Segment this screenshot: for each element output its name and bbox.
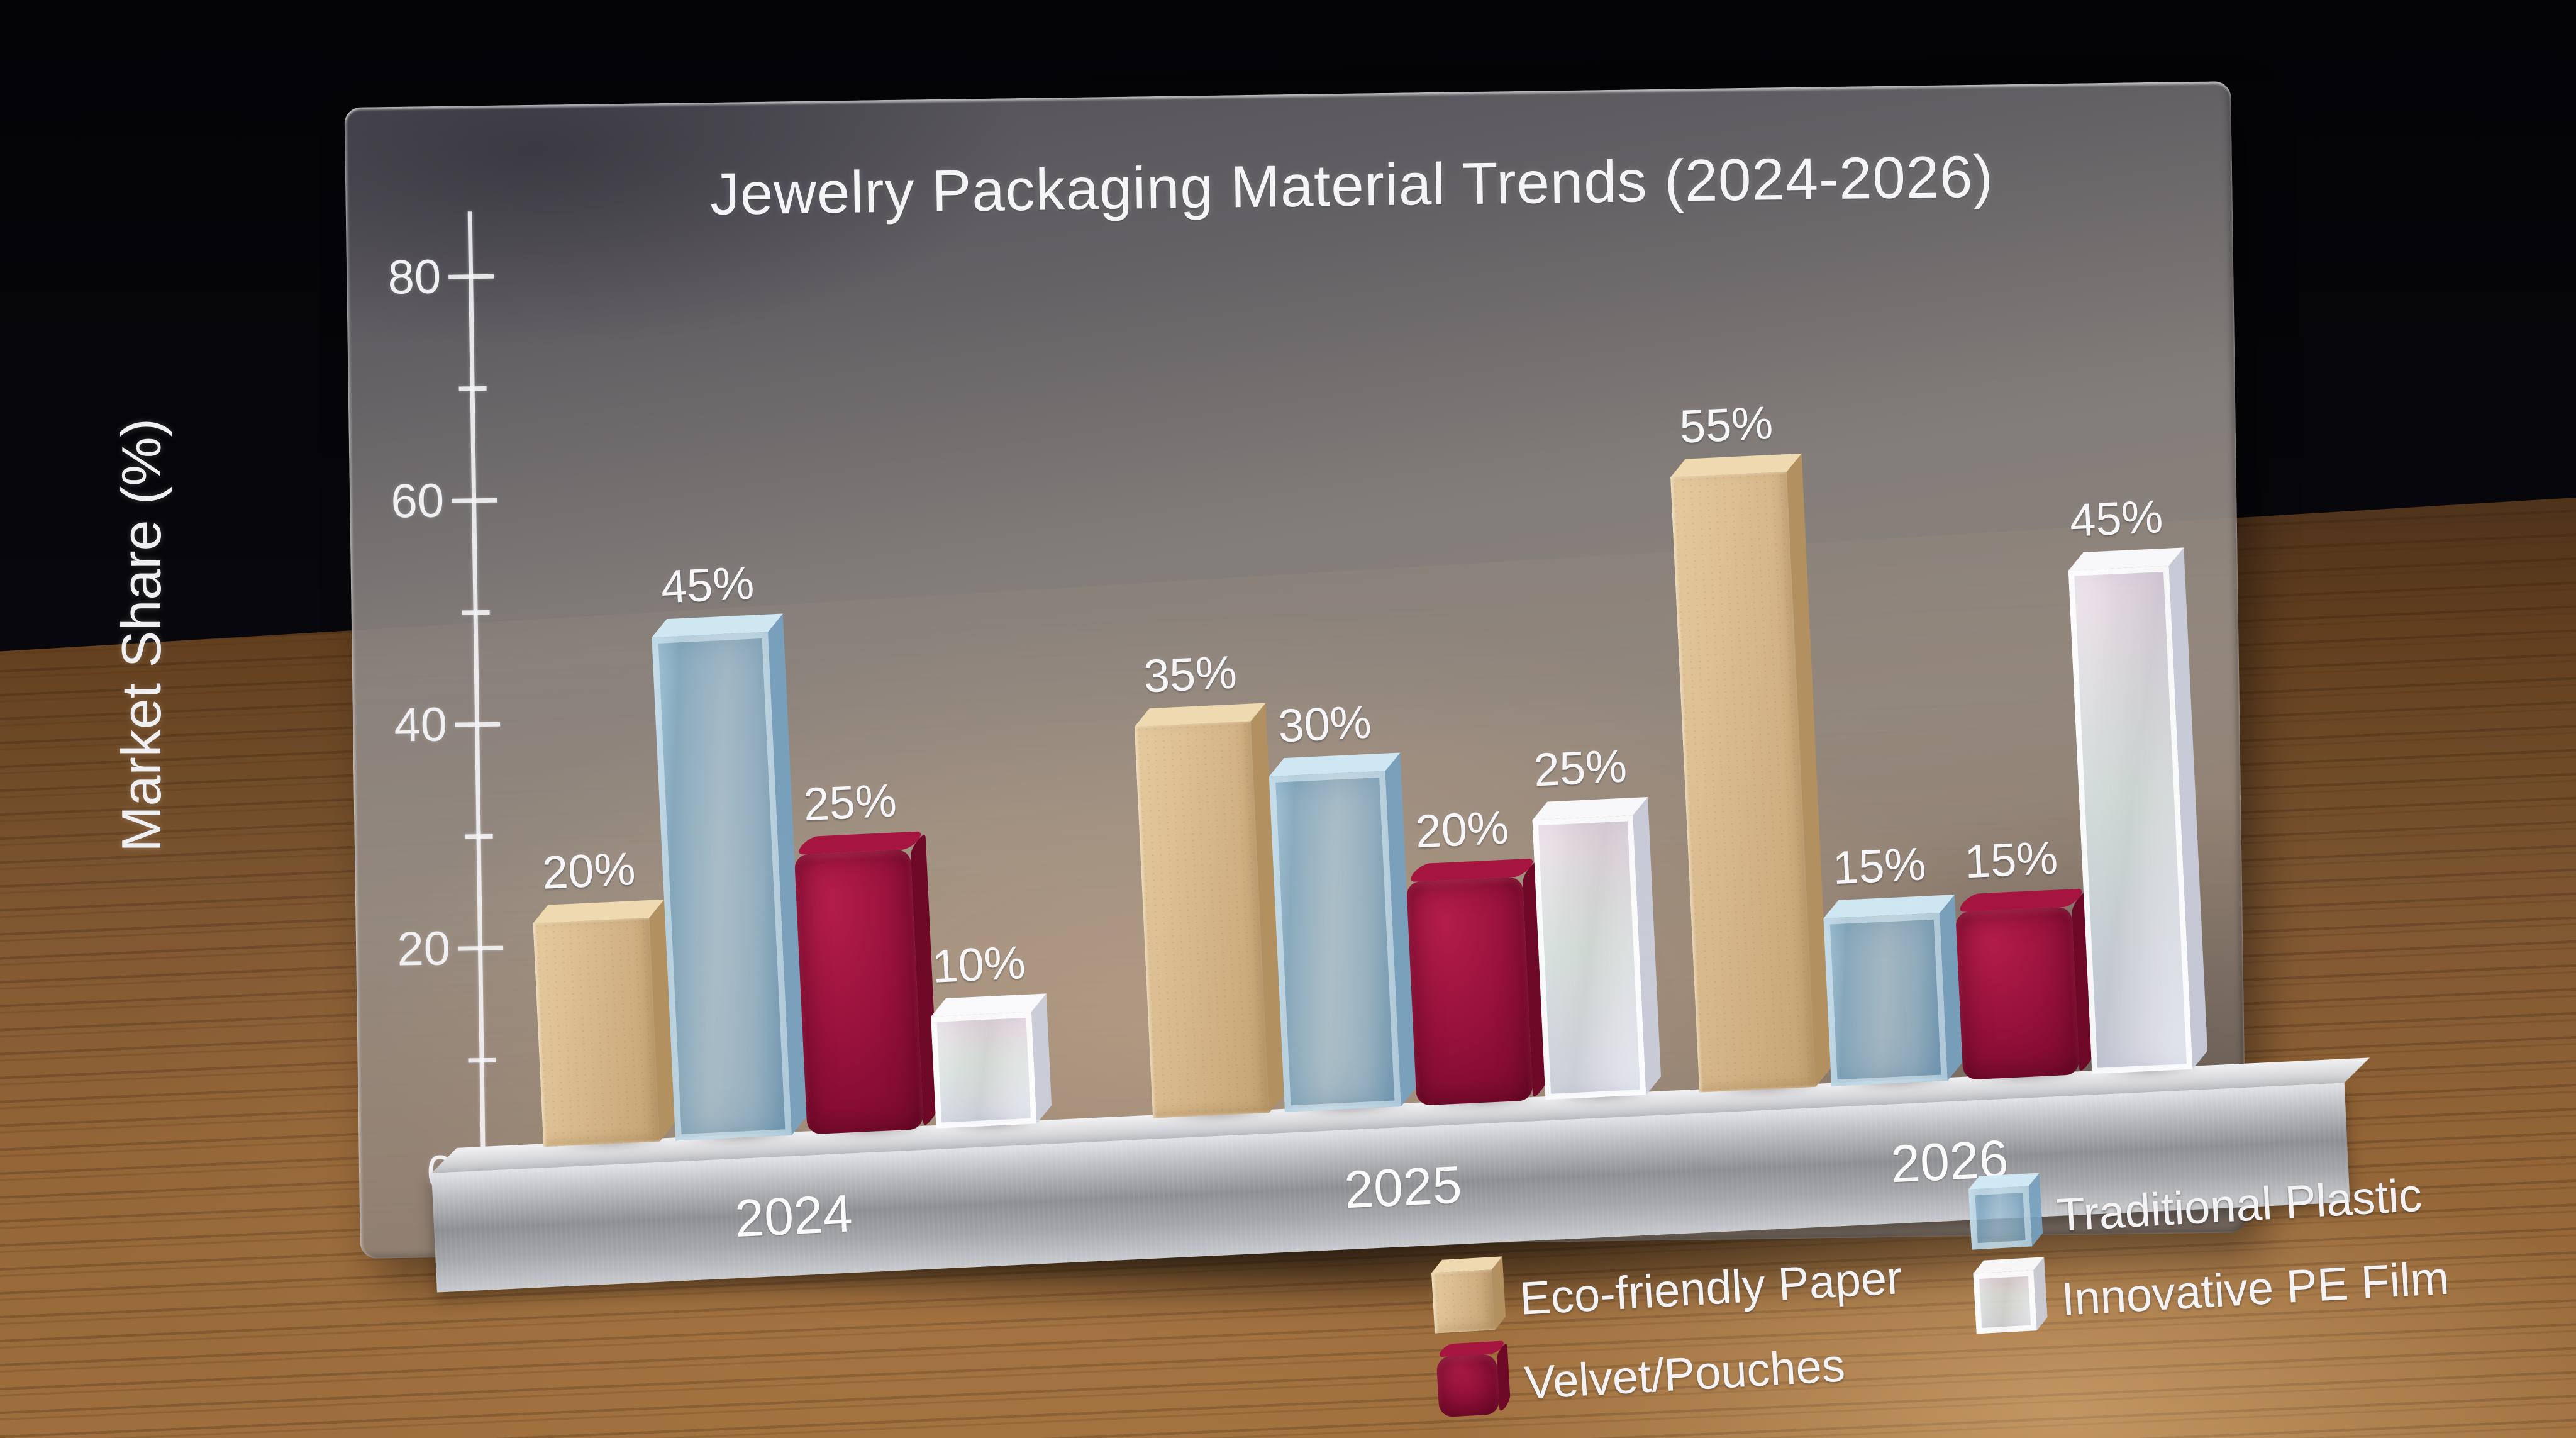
legend-swatch-traditional-plastic	[1968, 1173, 2043, 1250]
bar-value-label: 20%	[1414, 801, 1510, 858]
legend-swatch-velvet-pouches	[1436, 1340, 1511, 1418]
bar-2026-eco-friendly-paper: 55%	[1670, 396, 1845, 1101]
bar-value-label: 45%	[660, 556, 755, 613]
legend-swatch-eco-friendly-paper	[1431, 1256, 1506, 1334]
legend-item-velvet-pouches: Velvet/Pouches	[1436, 1331, 1909, 1418]
bar-front-face	[652, 632, 792, 1141]
bar-value-label: 55%	[1678, 396, 1774, 453]
bar-front-face	[1532, 815, 1646, 1100]
legend-label: Eco-friendly Paper	[1518, 1251, 1904, 1325]
bar-front-face	[533, 917, 660, 1147]
bar-value-label: 25%	[802, 774, 898, 831]
legend-column-2: Traditional Plastic Innovative PE Film	[1968, 1163, 2451, 1334]
bar-2026-velvet-pouches: 15%	[1951, 831, 2109, 1088]
bar-front-face	[1406, 876, 1533, 1106]
legend-swatch-front	[1431, 1269, 1496, 1334]
bar-2025-innovative-pe-film: 25%	[1532, 740, 1672, 1108]
bar-front-face	[1823, 913, 1948, 1086]
bar-value-label: 15%	[1831, 837, 1928, 895]
legend-item-innovative-pe-film: Innovative PE Film	[1973, 1247, 2450, 1334]
bar-front-face	[1955, 906, 2080, 1080]
bar-value-label: 10%	[931, 935, 1027, 993]
bar-front-face	[1269, 771, 1401, 1112]
bar-value-label: 35%	[1142, 645, 1238, 703]
y-axis-title: Market Share (%)	[110, 418, 172, 852]
bar-front-face	[931, 1012, 1037, 1129]
bar-2025-traditional-plastic: 30%	[1269, 696, 1431, 1120]
legend-swatch-front	[1436, 1354, 1500, 1418]
bar-2025-velvet-pouches: 20%	[1404, 801, 1563, 1114]
bar-2024-eco-friendly-paper: 20%	[531, 842, 689, 1156]
legend-label: Traditional Plastic	[2055, 1168, 2424, 1241]
bar-value-label: 30%	[1277, 695, 1373, 752]
bar-value-label: 25%	[1532, 739, 1628, 796]
legend-column-1: Eco-friendly Paper Velvet/Pouches	[1431, 1247, 1909, 1418]
bar-2025-eco-friendly-paper: 35%	[1134, 646, 1299, 1127]
bar-front-face	[794, 849, 924, 1135]
legend-label: Innovative PE Film	[2060, 1251, 2451, 1325]
chart-stage: 20% 45% 25% 10% 2024 35% 30% 20% 25% 2025 55% 15% 15…	[391, 19, 2370, 1293]
bar-value-label: 15%	[1963, 831, 2059, 888]
legend-swatch-front	[1968, 1186, 2033, 1250]
bar-2026-traditional-plastic: 15%	[1819, 837, 1977, 1095]
chart-panel: Jewelry Packaging Material Trends (2024-…	[344, 81, 2370, 1293]
legend-swatch-front	[1973, 1270, 2037, 1334]
bar-front-face	[1134, 721, 1270, 1118]
legend-label: Velvet/Pouches	[1523, 1338, 1846, 1409]
bar-2024-innovative-pe-film: 10%	[925, 936, 1062, 1137]
legend-swatch-innovative-pe-film	[1973, 1257, 2048, 1334]
legend-item-traditional-plastic: Traditional Plastic	[1968, 1163, 2446, 1250]
bar-2024-traditional-plastic: 45%	[652, 557, 821, 1149]
legend-item-eco-friendly-paper: Eco-friendly Paper	[1431, 1247, 1904, 1334]
bar-value-label: 45%	[2068, 489, 2164, 547]
x-category-label-2024: 2024	[733, 1183, 854, 1249]
bar-2024-velvet-pouches: 25%	[794, 774, 953, 1143]
bar-value-label: 20%	[541, 842, 637, 899]
